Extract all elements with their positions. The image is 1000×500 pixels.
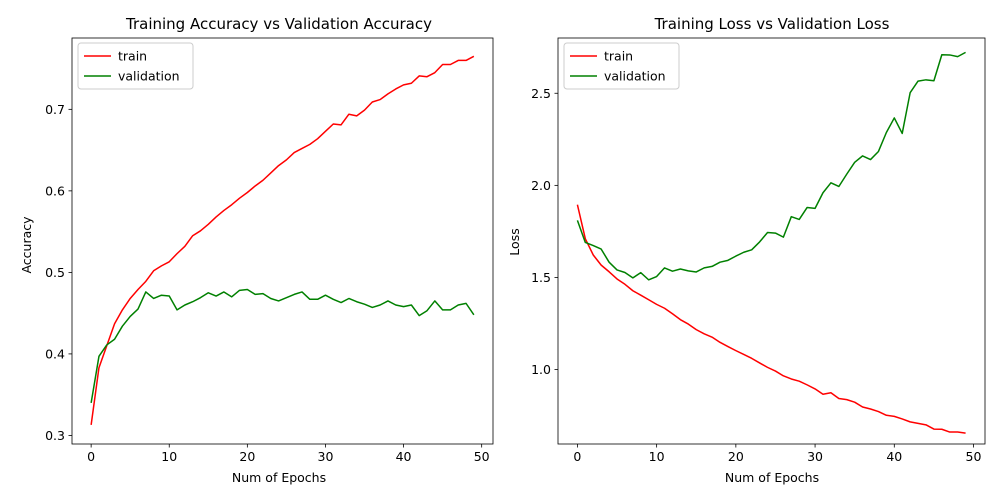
accuracy-legend-label-train: train (118, 49, 147, 64)
loss-y-tick-label: 1.5 (531, 270, 551, 285)
loss-series-validation-line (576, 51, 966, 281)
loss-plot-frame (557, 37, 986, 445)
accuracy-chart-title: Training Accuracy vs Validation Accuracy (125, 15, 432, 33)
accuracy-y-tick-label: 0.4 (45, 346, 65, 361)
loss-y-axis-label: Loss (507, 228, 522, 255)
loss-legend-label-train: train (604, 49, 633, 64)
accuracy-x-tick-label: 0 (87, 449, 95, 464)
loss-series-train-line (576, 204, 966, 434)
loss-x-tick-label: 20 (728, 449, 744, 464)
accuracy-series-validation-line (90, 288, 475, 403)
loss-x-tick-label: 50 (966, 449, 982, 464)
accuracy-x-tick-label: 10 (161, 449, 177, 464)
loss-legend (563, 42, 680, 90)
loss-legend-label-validation: validation (604, 69, 666, 84)
accuracy-x-tick-label: 50 (474, 449, 490, 464)
accuracy-plot-frame (71, 37, 494, 445)
loss-y-tick-label: 2.0 (531, 178, 551, 193)
loss-chart: Training Loss vs Validation Loss Num of … (507, 15, 986, 485)
accuracy-legend-label-validation: validation (118, 69, 180, 84)
accuracy-y-tick-label: 0.7 (45, 102, 65, 117)
accuracy-x-tick-label: 20 (239, 449, 255, 464)
loss-chart-title: Training Loss vs Validation Loss (654, 15, 890, 33)
accuracy-x-tick-label: 40 (396, 449, 412, 464)
accuracy-series-train-line (90, 55, 475, 425)
loss-y-tick-label: 2.5 (531, 86, 551, 101)
accuracy-x-axis-label: Num of Epochs (232, 470, 326, 485)
loss-x-tick-label: 40 (886, 449, 902, 464)
accuracy-y-tick-label: 0.6 (45, 183, 65, 198)
loss-x-tick-label: 10 (649, 449, 665, 464)
loss-x-tick-label: 30 (807, 449, 823, 464)
loss-y-tick-label: 1.0 (531, 362, 551, 377)
accuracy-chart: Training Accuracy vs Validation Accuracy… (19, 15, 494, 485)
loss-x-axis-label: Num of Epochs (725, 470, 819, 485)
accuracy-legend (77, 42, 194, 90)
accuracy-y-tick-label: 0.3 (45, 428, 65, 443)
accuracy-y-tick-label: 0.5 (45, 265, 65, 280)
loss-x-tick-label: 0 (573, 449, 581, 464)
accuracy-x-tick-label: 30 (318, 449, 334, 464)
accuracy-y-axis-label: Accuracy (19, 216, 34, 274)
